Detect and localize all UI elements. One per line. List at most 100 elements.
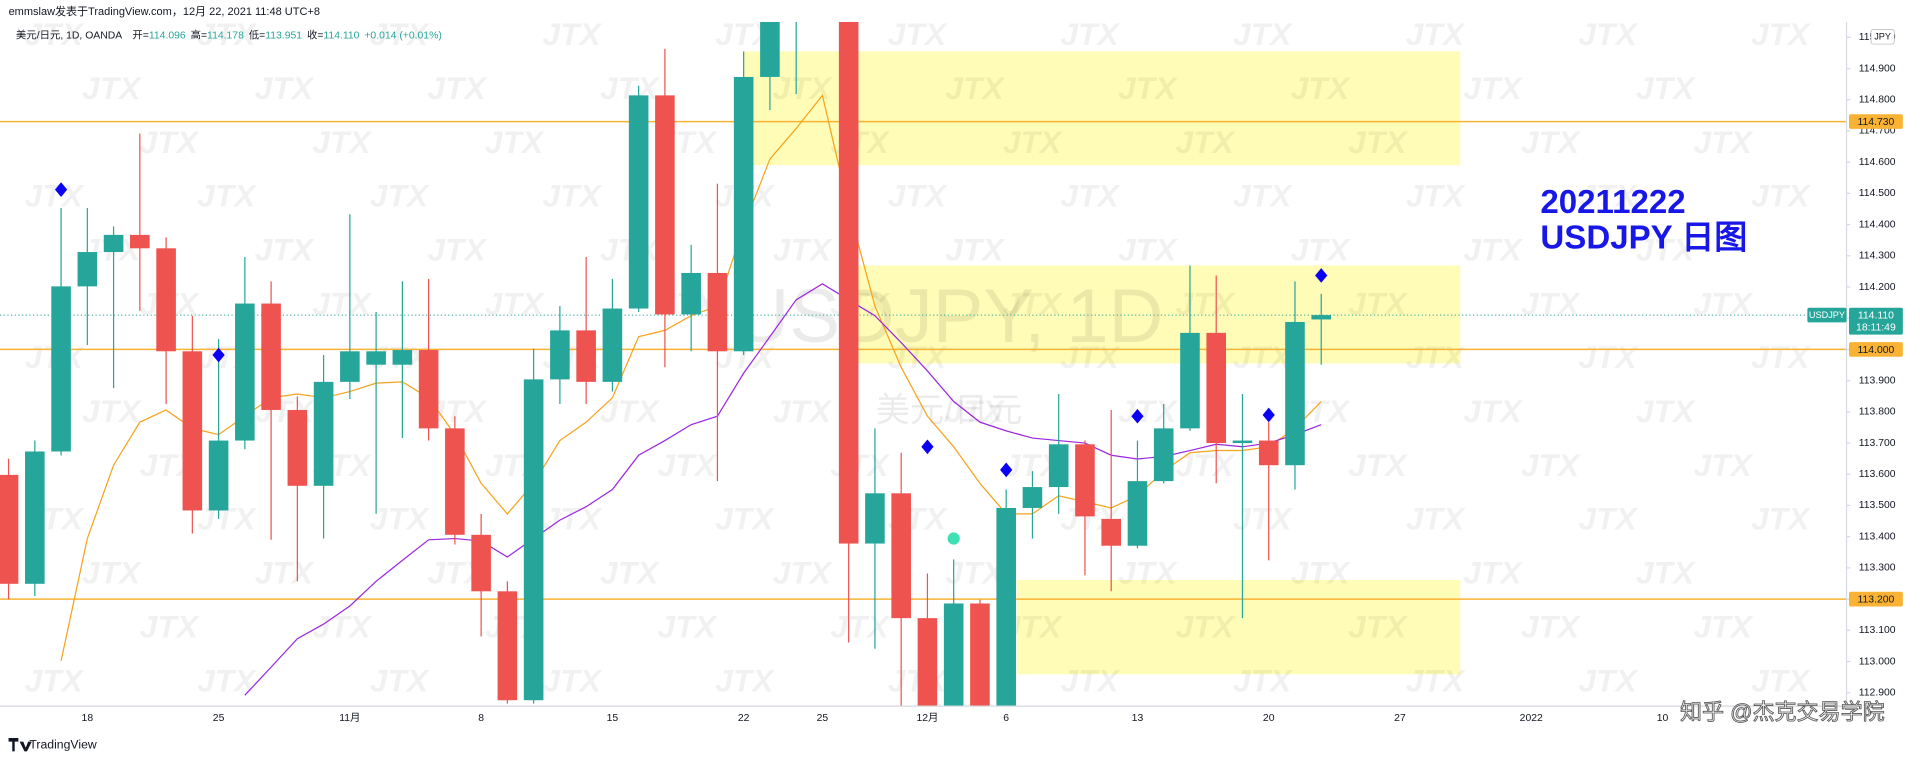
- signal-diamond: [921, 439, 934, 455]
- candle-body: [760, 22, 780, 77]
- x-tick-label: 6: [1003, 713, 1009, 724]
- ohlc-value: 114.178: [207, 30, 244, 41]
- y-tick-label: 114.800: [1859, 94, 1896, 105]
- y-tick-label: 113.100: [1859, 625, 1896, 636]
- logo-watermark: JTX: [82, 70, 142, 106]
- logo-watermark: JTX: [542, 501, 602, 537]
- candle-body: [681, 272, 701, 315]
- logo-watermark: JTX: [1348, 285, 1408, 321]
- logo-watermark: JTX: [658, 608, 718, 644]
- y-tick-label: 112.900: [1859, 687, 1896, 698]
- logo-watermark: JTX: [715, 662, 775, 698]
- logo-watermark: JTX: [24, 178, 84, 214]
- signal-diamond: [1131, 408, 1144, 424]
- currency-label[interactable]: JPY: [1874, 32, 1891, 42]
- y-tick-label: 113.500: [1859, 500, 1896, 511]
- logo-watermark: JTX: [1406, 501, 1466, 537]
- x-tick-label: 25: [817, 713, 829, 724]
- currency-box[interactable]: [1870, 29, 1895, 45]
- logo-watermark: JTX: [658, 447, 718, 483]
- logo-watermark: JTX: [1233, 662, 1293, 698]
- last-price-label: 114.110: [1858, 310, 1894, 321]
- logo-watermark: JTX: [1406, 339, 1466, 375]
- candle-body: [1258, 440, 1279, 466]
- y-tick-label: 113.600: [1859, 469, 1896, 480]
- signal-diamond: [1315, 268, 1328, 283]
- ohlc-value: 113.951: [265, 30, 302, 41]
- logo-watermark: JTX: [1463, 555, 1523, 591]
- branding: TradingView: [8, 737, 97, 752]
- candle-body: [1206, 332, 1227, 444]
- symbol-label-bg: [1807, 307, 1847, 323]
- logo-watermark: JTX: [370, 662, 430, 698]
- logo-watermark: JTX: [773, 70, 833, 106]
- ohlc-label: 低=: [249, 28, 265, 41]
- candle-body: [628, 95, 649, 309]
- candle-body: [25, 451, 45, 584]
- last-price-bg: [1848, 307, 1903, 335]
- logo-watermark: JTX: [1521, 124, 1581, 160]
- logo-watermark: JTX: [1060, 16, 1120, 52]
- level-label-bg: [1848, 342, 1903, 357]
- plot-area: JTX JTX JTX JTX JTX JTX JTX JTX JTX JTX JTX JTX JTX J…: [0, 16, 1847, 707]
- logo-watermark: JTX: [542, 16, 602, 52]
- candle-body: [0, 474, 19, 584]
- candle-body: [51, 286, 71, 452]
- candle-body: [1022, 487, 1043, 508]
- candle-body: [497, 591, 518, 701]
- logo-watermark: JTX: [945, 70, 1005, 106]
- level-label-bg: [1848, 591, 1903, 607]
- logo-watermark: JTX: [24, 16, 84, 52]
- logo-watermark: JTX: [888, 16, 948, 52]
- candle-body: [917, 618, 938, 707]
- branding-icon: [8, 737, 32, 752]
- logo-watermark: JTX: [830, 608, 890, 644]
- logo-watermark: JTX: [255, 555, 315, 591]
- candle-body: [1153, 428, 1174, 482]
- y-tick-label: 113.700: [1859, 438, 1896, 449]
- candle-body: [576, 330, 596, 382]
- candle-body: [287, 409, 308, 486]
- logo-watermark: JTX: [1291, 70, 1351, 106]
- candle-body: [235, 303, 255, 441]
- x-tick-label: 22: [738, 713, 750, 724]
- logo-watermark: JTX: [370, 501, 430, 537]
- ohlc-legend: 美元/日元, 1D, OANDA 开=114.096 高=114.178 低=113…: [16, 28, 442, 41]
- logo-watermark: JTX: [427, 70, 487, 106]
- annotation: 20211222: [1540, 184, 1685, 221]
- logo-watermark: JTX: [82, 555, 142, 591]
- logo-watermark: JTX: [1118, 70, 1178, 106]
- logo-watermark: JTX: [945, 555, 1005, 591]
- logo-watermark: JTX: [1636, 555, 1696, 591]
- logo-watermark: JTX: [1060, 178, 1120, 214]
- logo-watermark: JTX: [255, 70, 315, 106]
- y-tick-label: 113.000: [1859, 656, 1896, 667]
- logo-watermark: JTX: [1176, 285, 1236, 321]
- candle-body: [1048, 444, 1069, 488]
- logo-watermark: JTX: [370, 16, 430, 52]
- candle-body: [550, 330, 570, 380]
- logo-watermark: JTX: [485, 124, 545, 160]
- logo-watermark: JTX: [1751, 178, 1811, 214]
- logo-watermark: JTX: [197, 16, 257, 52]
- ohlc-label: 收=: [307, 28, 323, 41]
- candle-body: [392, 350, 413, 365]
- candle-body: [838, 22, 859, 544]
- candle-body: [208, 440, 229, 511]
- y-tick-label: 114.200: [1859, 282, 1896, 293]
- candle-body: [261, 303, 281, 410]
- logo-watermark: JTX: [1521, 447, 1581, 483]
- logo-watermark: JTX: [1176, 447, 1236, 483]
- logo-watermark: JTX: [1578, 501, 1638, 537]
- logo-watermark: JTX: [945, 393, 1005, 429]
- candle-body: [1180, 332, 1200, 429]
- logo-watermark: JTX: [600, 393, 660, 429]
- logo-watermark: JTX: [1578, 16, 1638, 52]
- x-tick-label: 13: [1132, 713, 1144, 724]
- logo-watermark: JTX: [1578, 178, 1638, 214]
- logo-watermark: JTX: [1693, 608, 1753, 644]
- candle-body: [707, 272, 728, 352]
- candle-body: [943, 603, 964, 707]
